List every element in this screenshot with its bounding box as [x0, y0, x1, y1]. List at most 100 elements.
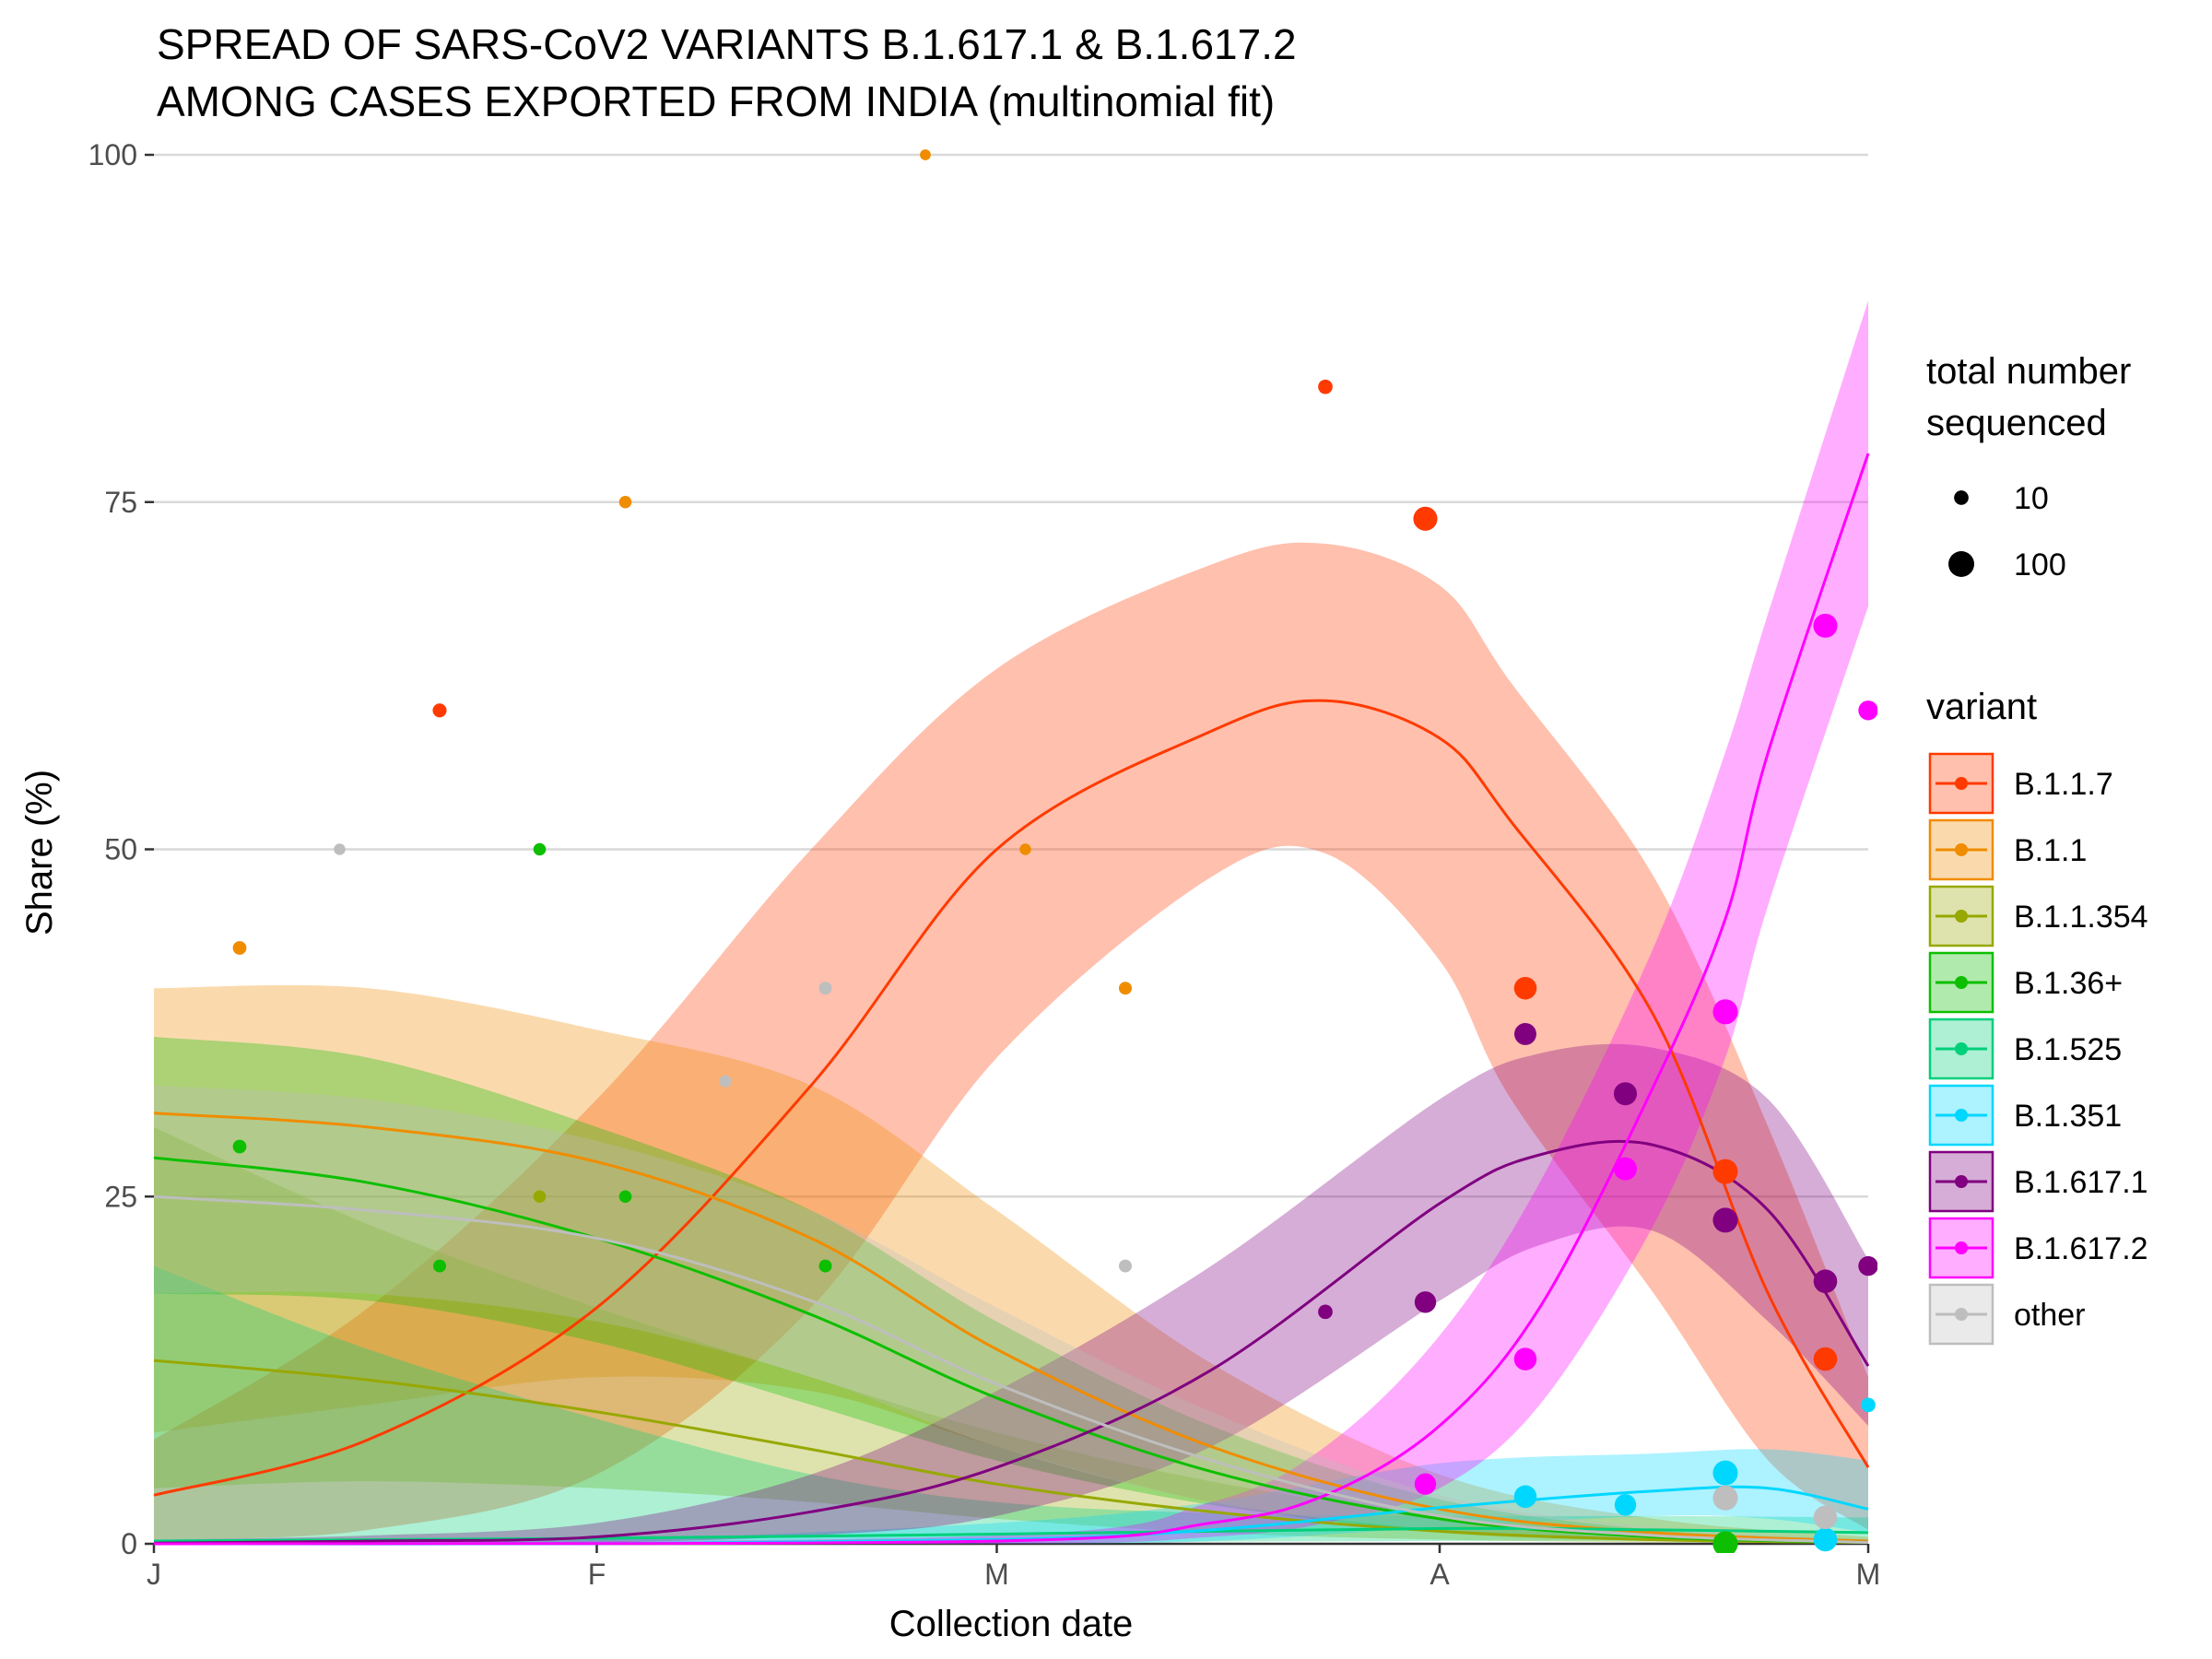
- point-other-2: [818, 982, 832, 995]
- legend-key-dot-B.1.617.1: [1955, 1175, 1968, 1188]
- title-line-1: SPREAD OF SARS-CoV2 VARIANTS B.1.617.1 &…: [157, 20, 1297, 68]
- point-B.1.351-2: [1712, 1460, 1738, 1486]
- point-other-3: [1118, 1259, 1133, 1273]
- band-B.1.617.1: [154, 1043, 1868, 1545]
- tick-label-y-100: 100: [88, 138, 137, 171]
- point-B.1.617.1-2: [1514, 1022, 1536, 1045]
- fit-line-B.1.1: [153, 1112, 1869, 1543]
- point-B.1.1-2: [920, 149, 931, 160]
- point-B.1.351-4: [1861, 1397, 1876, 1413]
- y-axis-title: Share (%): [19, 770, 60, 935]
- point-B.1.1-0: [232, 941, 247, 955]
- legend-label-B.1.1: B.1.1: [2014, 833, 2087, 868]
- band-B.1.525: [154, 1265, 1868, 1545]
- legend-entry-B.1.351: B.1.351: [1928, 1084, 2122, 1147]
- point-B.1.617.1-6: [1858, 1255, 1877, 1277]
- fit-line-other: [153, 1194, 1869, 1544]
- fit-line-B.1.36+: [153, 1156, 1869, 1544]
- legend-label-other: other: [2014, 1298, 2086, 1333]
- point-B.1.1.354-0: [533, 1190, 547, 1204]
- legend-entry-B.1.1.7: B.1.1.7: [1928, 752, 2113, 815]
- point-B.1.36+-3: [618, 1190, 632, 1204]
- point-B.1.617.2-4: [1813, 613, 1838, 638]
- point-B.1.1.7-4: [1712, 1159, 1738, 1184]
- tick-label-x-0: J: [147, 1558, 161, 1591]
- band-B.1.1.7: [154, 542, 1868, 1540]
- tick-label-x-4: M: [1856, 1558, 1881, 1591]
- legend-key-dot-B.1.525: [1955, 1042, 1968, 1055]
- legend-entry-B.1.1: B.1.1: [1928, 818, 2087, 881]
- point-other-1: [719, 1075, 732, 1088]
- band-other: [154, 1085, 1868, 1544]
- point-B.1.617.1-5: [1813, 1269, 1838, 1293]
- legend-size: total number sequenced 10 100: [1926, 351, 2131, 582]
- point-other-0: [334, 843, 346, 855]
- point-other-5: [1813, 1505, 1838, 1530]
- point-B.1.617.2-1: [1513, 1347, 1537, 1371]
- x-axis-title: Collection date: [889, 1604, 1134, 1644]
- legend-entry-B.1.36+: B.1.36+: [1928, 951, 2123, 1014]
- fit-line-B.1.617.2: [153, 453, 1870, 1546]
- band-B.1.1: [154, 984, 1868, 1544]
- point-B.1.1-3: [1019, 843, 1031, 855]
- legend-key-dot-B.1.1: [1955, 843, 1968, 856]
- legend-entry-B.1.617.1: B.1.617.1: [1928, 1150, 2148, 1213]
- legend-size-label-100: 100: [2014, 547, 2066, 582]
- fit-lines: [153, 453, 1870, 1546]
- band-B.1.351: [154, 1449, 1868, 1545]
- point-B.1.1-4: [1118, 982, 1133, 995]
- legend-key-dot-B.1.351: [1955, 1109, 1968, 1122]
- fit-line-B.1.1.354: [153, 1359, 1869, 1544]
- legend-variant-title: variant: [1926, 687, 2037, 727]
- point-B.1.617.2-0: [1414, 1473, 1437, 1495]
- point-B.1.617.1-0: [1318, 1304, 1333, 1320]
- point-B.1.36+-4: [818, 1259, 832, 1273]
- point-B.1.617.1-1: [1414, 1291, 1437, 1313]
- band-B.1.36+: [154, 1036, 1868, 1544]
- point-B.1.1.7-0: [432, 703, 447, 718]
- legend-label-B.1.617.2: B.1.617.2: [2014, 1231, 2148, 1266]
- legend-key-dot-B.1.36+: [1955, 976, 1968, 989]
- legend-label-B.1.36+: B.1.36+: [2014, 966, 2123, 1001]
- point-B.1.351-3: [1813, 1527, 1838, 1552]
- confidence-bands: [154, 300, 1868, 1545]
- legend-label-B.1.1.354: B.1.1.354: [2014, 900, 2148, 935]
- point-B.1.1.7-1: [1318, 379, 1333, 394]
- point-B.1.617.1-3: [1613, 1082, 1638, 1106]
- tick-label-x-2: M: [984, 1558, 1009, 1591]
- point-B.1.1.7-3: [1513, 976, 1537, 1000]
- point-B.1.36+-5: [1712, 1531, 1738, 1553]
- legend-size-key-10: [1954, 490, 1969, 505]
- point-B.1.1-1: [618, 495, 632, 509]
- point-B.1.617.2-3: [1712, 999, 1738, 1025]
- legend-entry-B.1.1.354: B.1.1.354: [1928, 885, 2148, 947]
- point-B.1.1.7-5: [1813, 1347, 1838, 1371]
- tick-label-y-0: 0: [121, 1527, 137, 1560]
- legend-size-key-100: [1948, 551, 1974, 577]
- point-B.1.617.1-4: [1712, 1207, 1738, 1233]
- legend-size-label-10: 10: [2014, 481, 2049, 516]
- legend-label-B.1.351: B.1.351: [2014, 1099, 2122, 1134]
- point-B.1.351-1: [1614, 1494, 1637, 1516]
- legend-entry-B.1.617.2: B.1.617.2: [1928, 1217, 2148, 1279]
- tick-label-y-25: 25: [104, 1180, 137, 1213]
- data-points: [232, 149, 1877, 1553]
- tick-label-y-50: 50: [104, 833, 137, 866]
- point-B.1.617.2-2: [1613, 1157, 1638, 1181]
- point-B.1.36+-0: [232, 1139, 247, 1154]
- legend-size-title-1: total number: [1926, 351, 2131, 392]
- point-B.1.617.2-5: [1858, 700, 1877, 721]
- legend-variant: variant B.1.1.7 B.1.1 B.1.1.354 B.1.36+ B.1.…: [1926, 687, 2148, 1346]
- chart-title: SPREAD OF SARS-CoV2 VARIANTS B.1.617.1 &…: [157, 20, 1297, 125]
- point-B.1.1.7-2: [1413, 506, 1438, 531]
- point-other-4: [1712, 1485, 1738, 1511]
- legend-label-B.1.525: B.1.525: [2014, 1032, 2122, 1067]
- legend-size-title-2: sequenced: [1926, 403, 2107, 443]
- point-B.1.36+-1: [432, 1259, 447, 1273]
- legend-label-B.1.1.7: B.1.1.7: [2014, 767, 2113, 802]
- band-B.1.1.354: [154, 1126, 1868, 1544]
- legend-label-B.1.617.1: B.1.617.1: [2014, 1165, 2148, 1200]
- legend-key-dot-B.1.1.354: [1955, 910, 1968, 923]
